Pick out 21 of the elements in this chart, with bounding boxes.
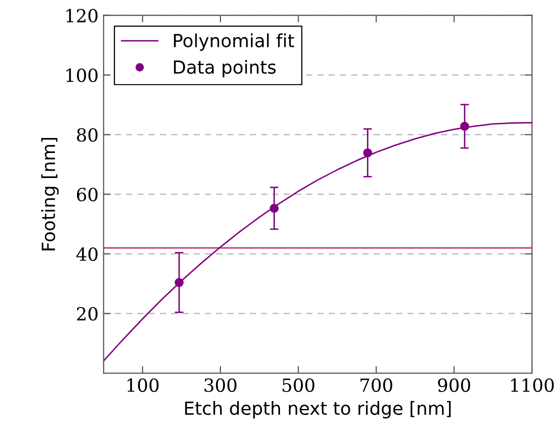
y-tick-label: 20: [76, 306, 98, 321]
y-tick-label: 80: [76, 128, 98, 142]
x-tick-label: 100: [128, 378, 159, 392]
y-tick-label: 120: [66, 8, 98, 22]
y-tick-label: 40: [76, 247, 98, 262]
x-tick-label: 1100: [511, 378, 554, 392]
y-axis-title: Footing [nm]: [41, 138, 59, 250]
legend-label: Data points: [174, 60, 276, 78]
point: [363, 148, 372, 158]
line-series: [104, 122, 532, 362]
point: [174, 278, 184, 288]
x-tick-label: 300: [204, 378, 236, 392]
point: [460, 122, 470, 131]
legend-label: Polynomial fit: [174, 33, 294, 51]
x-tick-label: 500: [282, 378, 314, 392]
y-tick-label: 60: [76, 188, 98, 202]
x-tick-label: 900: [438, 378, 470, 392]
y-tick-label: 100: [66, 68, 98, 82]
x-axis-title: Etch depth next to ridge [nm]: [185, 401, 451, 419]
x-tick-label: 700: [360, 378, 392, 392]
point: [270, 204, 279, 213]
